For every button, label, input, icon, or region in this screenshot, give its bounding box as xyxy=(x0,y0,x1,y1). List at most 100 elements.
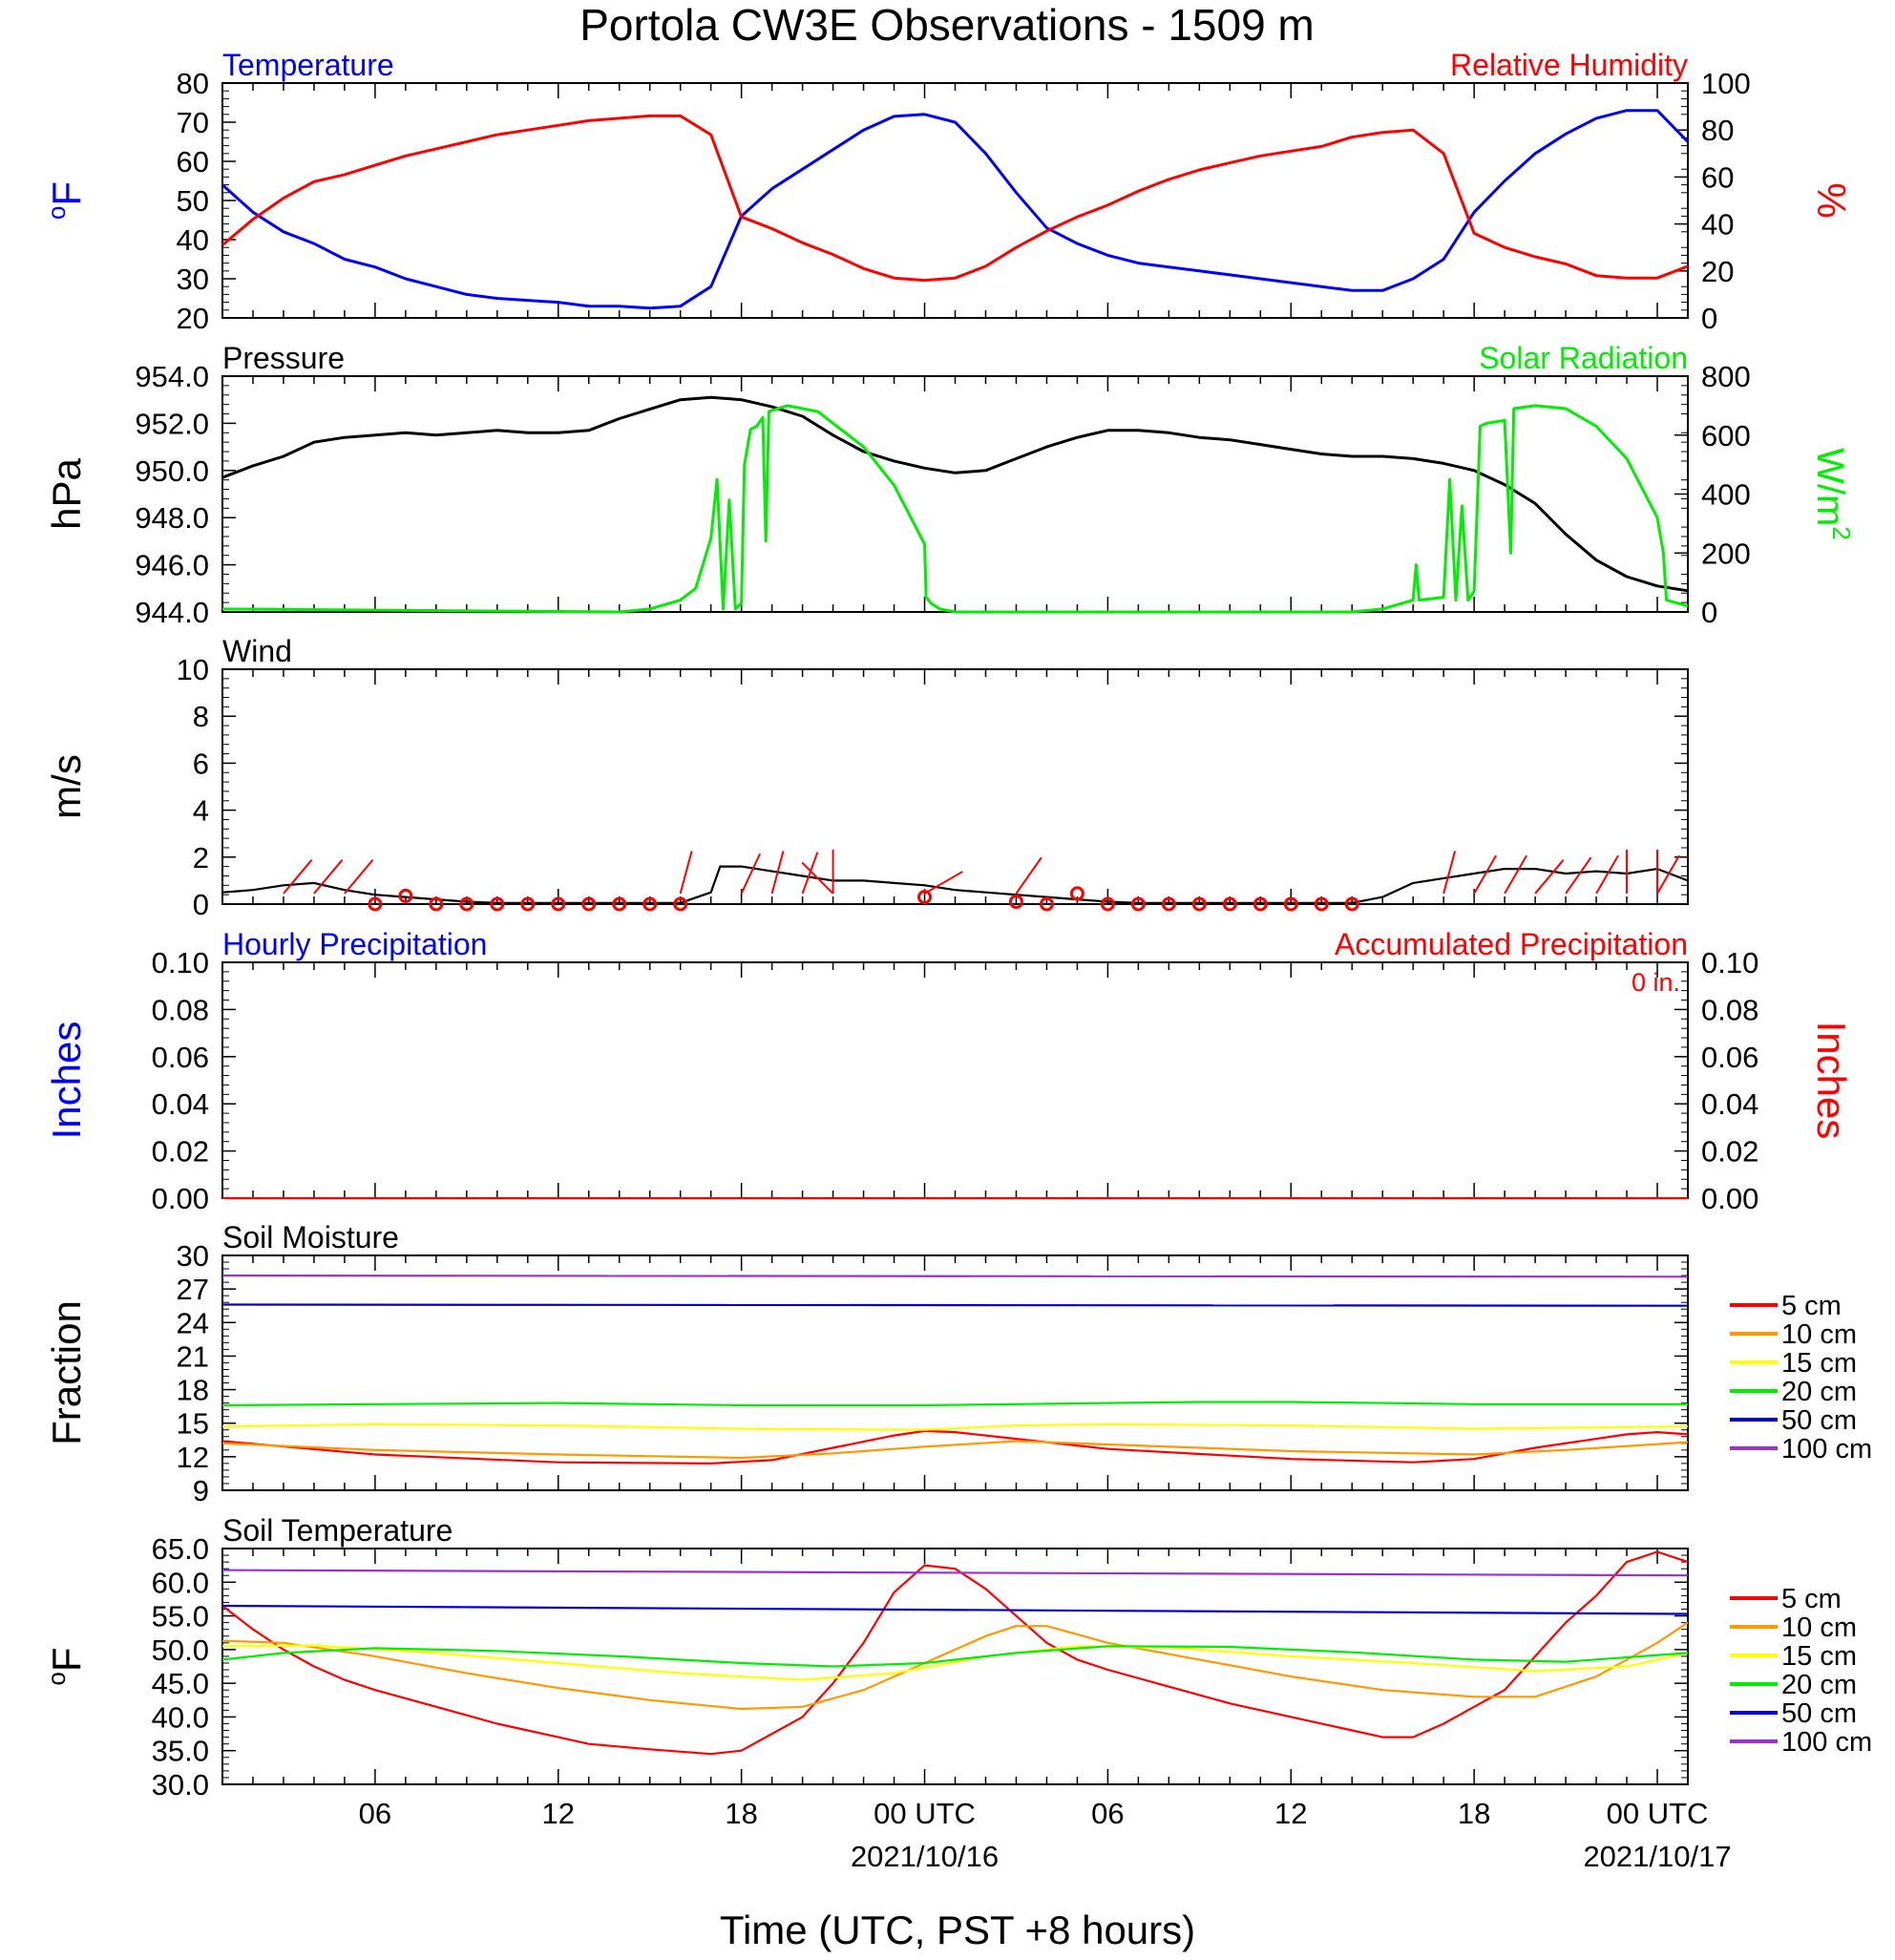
calm-wind-marker xyxy=(1130,896,1146,912)
legend-label: 15 cm xyxy=(1781,1348,1857,1379)
y-tick-label-left: 948.0 xyxy=(135,501,209,535)
y-tick-label-left: 40.0 xyxy=(152,1700,209,1734)
y-tick-label-right: 0 xyxy=(1701,302,1717,335)
y-tick-label-left: 0 xyxy=(193,888,209,921)
panel-pressure_solar: 954.0 952.0 950.0 948.0 946.0 944.0 800 600 400 2… xyxy=(44,341,1856,629)
calm-wind-marker xyxy=(1222,896,1237,912)
x-tick-date-label: 2021/10/16 xyxy=(851,1840,999,1873)
series-line-5-cm xyxy=(221,1429,1689,1465)
wind-barb xyxy=(801,852,819,895)
panel-title-right: Accumulated Precipitation xyxy=(1335,927,1688,961)
y-tick-label-left: 60 xyxy=(177,145,209,179)
wind-barb xyxy=(740,853,761,895)
calm-wind-marker xyxy=(642,896,658,912)
y-tick-label-left: 27 xyxy=(177,1273,209,1306)
y-axis-label-left: oF xyxy=(42,181,89,220)
calm-wind-marker xyxy=(1008,895,1023,910)
legend-label: 20 cm xyxy=(1781,1377,1857,1407)
y-tick-label-left: 20 xyxy=(177,302,209,335)
y-tick-label-left: 10 xyxy=(177,653,209,686)
wind-barb xyxy=(1504,854,1527,895)
legend-label: 20 cm xyxy=(1781,1670,1857,1700)
x-tick-label: 06 xyxy=(359,1797,391,1830)
calm-wind-marker xyxy=(1191,896,1207,912)
series-line-10-cm xyxy=(221,1621,1689,1711)
wind-barb xyxy=(1565,856,1592,895)
x-tick-label: 18 xyxy=(725,1797,757,1830)
panel-title-left: Temperature xyxy=(222,48,394,82)
legend-label: 15 cm xyxy=(1781,1641,1857,1672)
y-tick-label-left: 0.00 xyxy=(152,1182,209,1215)
x-tick-label: 18 xyxy=(1458,1797,1490,1830)
calm-wind-marker xyxy=(917,890,933,905)
y-tick-label-left: 944.0 xyxy=(135,596,209,629)
y-tick-label-left: 15 xyxy=(177,1407,209,1441)
legend-label: 10 cm xyxy=(1781,1319,1857,1350)
calm-wind-marker xyxy=(1253,896,1268,912)
panel-title-right: Relative Humidity xyxy=(1450,48,1688,82)
calm-wind-marker xyxy=(1344,896,1359,912)
y-tick-label-right: 0.08 xyxy=(1701,993,1758,1026)
series-line-wind xyxy=(221,865,1689,904)
wind-barb xyxy=(1473,854,1498,895)
y-tick-label-left: 40 xyxy=(177,223,209,257)
y-tick-label-left: 954.0 xyxy=(135,360,209,393)
legend-label: 50 cm xyxy=(1781,1405,1857,1436)
calm-wind-marker xyxy=(1314,896,1329,912)
y-tick-label-right: 800 xyxy=(1701,360,1751,393)
wind-barb xyxy=(679,851,693,895)
x-tick-label: 06 xyxy=(1091,1797,1124,1830)
y-tick-label-left: 50.0 xyxy=(152,1633,209,1667)
y-tick-label-left: 952.0 xyxy=(135,407,209,440)
series-line-solar-radiation xyxy=(221,404,1689,614)
panel-frame xyxy=(221,375,1689,613)
y-tick-label-right: 60 xyxy=(1701,160,1734,194)
series-line-100-cm xyxy=(221,1569,1689,1577)
legend-label: 5 cm xyxy=(1781,1584,1842,1614)
calm-wind-marker xyxy=(1161,896,1176,912)
y-tick-label-right: 0.00 xyxy=(1701,1182,1758,1215)
y-tick-label-left: 946.0 xyxy=(135,549,209,582)
series-line-pressure xyxy=(221,395,1689,593)
y-axis-label-right: Inches xyxy=(1809,1022,1854,1140)
series-line-5-cm xyxy=(221,1550,1689,1756)
y-tick-label-right: 0 xyxy=(1701,596,1717,629)
panel-temp_rh: 80 70 60 50 40 30 20 100 80 60 40 20 0 Temperature Rel… xyxy=(42,48,1854,335)
y-tick-label-left: 12 xyxy=(177,1441,209,1474)
calm-wind-marker xyxy=(1283,896,1298,912)
y-tick-label-left: 18 xyxy=(177,1374,209,1407)
y-tick-label-right: 20 xyxy=(1701,255,1734,288)
y-tick-label-left: 60.0 xyxy=(152,1566,209,1599)
calm-wind-marker xyxy=(490,896,505,912)
y-tick-label-right: 100 xyxy=(1701,67,1751,100)
y-tick-label-left: 2 xyxy=(193,841,209,875)
series-line-temperature xyxy=(221,109,1690,310)
series-line-50-cm xyxy=(221,1604,1689,1615)
wind-barb xyxy=(1534,859,1565,895)
y-axis-label-right: W/m2 xyxy=(1809,448,1856,540)
wind-barb xyxy=(344,859,374,895)
panel-frame xyxy=(221,961,1689,1199)
series-line-15-cm xyxy=(221,1423,1689,1431)
calm-wind-marker xyxy=(1100,896,1115,912)
y-tick-label-left: 35.0 xyxy=(152,1735,209,1768)
y-tick-label-left: 9 xyxy=(193,1474,209,1507)
calm-wind-marker xyxy=(520,896,536,912)
calm-wind-marker xyxy=(398,888,413,903)
x-tick-label: 00 UTC xyxy=(1607,1797,1709,1830)
wind-barb xyxy=(770,851,785,895)
legend-label: 5 cm xyxy=(1781,1291,1842,1321)
y-tick-label-left: 950.0 xyxy=(135,454,209,488)
y-axis-label-left: Fraction xyxy=(44,1300,89,1445)
calm-wind-marker xyxy=(551,896,566,912)
panel-title-left: Soil Temperature xyxy=(222,1513,453,1548)
series-line-20-cm xyxy=(221,1401,1688,1407)
y-tick-label-left: 0.08 xyxy=(152,993,209,1026)
calm-wind-marker xyxy=(1069,886,1084,901)
calm-wind-marker xyxy=(429,896,444,912)
series-line-relative-humidity xyxy=(221,114,1689,283)
y-tick-label-right: 0.04 xyxy=(1701,1087,1758,1121)
